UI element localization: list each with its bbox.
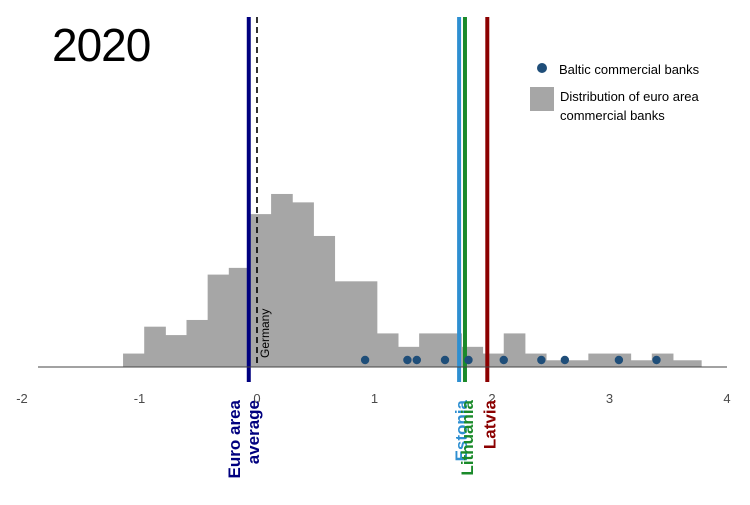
histogram-bar-13: [419, 333, 462, 367]
bank-point-6: [537, 355, 546, 365]
reference-label-2: Estonia: [452, 399, 471, 461]
x-tick-label: 0: [253, 391, 260, 406]
histogram-bars: [123, 193, 702, 367]
bank-point-1: [403, 355, 412, 365]
histogram-bar-0: [123, 353, 145, 367]
histogram-bar-3: [186, 319, 209, 367]
bank-point-0: [360, 355, 370, 365]
bank-point-8: [614, 355, 624, 365]
x-axis: -2 -1 0 1 2 3 4: [16, 366, 731, 406]
legend-item-points: Baltic commercial banks: [530, 60, 745, 79]
histogram-bar-1: [144, 326, 166, 367]
x-tick-label: -2: [16, 391, 28, 406]
legend-dot-icon: [537, 63, 547, 73]
histogram-bar-23: [672, 360, 702, 367]
x-tick-label: 4: [723, 391, 730, 406]
bank-point-5: [499, 355, 508, 365]
x-tick-label: -1: [134, 391, 146, 406]
x-tick-label: 1: [371, 391, 378, 406]
bank-point-3: [440, 355, 450, 365]
histogram-bar-21: [630, 360, 653, 367]
bank-point-9: [652, 355, 661, 365]
x-tick-label: 2: [488, 391, 495, 406]
bank-point-4: [464, 355, 473, 365]
histogram-bar-11: [376, 333, 399, 367]
reference-lines: [246, 17, 490, 382]
legend: Baltic commercial banks Distribution of …: [530, 60, 745, 133]
histogram-bar-9: [313, 235, 336, 367]
reference-label-4: Latvia: [480, 399, 499, 449]
histogram-bar-4: [207, 274, 230, 367]
histogram-bar-8: [292, 202, 314, 367]
legend-label-points: Baltic commercial banks: [559, 62, 700, 77]
histogram-bar-6: [249, 214, 272, 367]
histogram-bar-19: [567, 360, 589, 367]
histogram-bar-5: [228, 267, 251, 367]
bank-point-2: [412, 355, 421, 365]
histogram-bar-20: [588, 353, 632, 367]
panel-year-label: 2020: [52, 19, 151, 71]
histogram-bar-2: [165, 335, 187, 367]
reference-label-0: Euro area: [225, 399, 244, 478]
bank-points: [360, 355, 661, 365]
legend-label-distribution: Distribution of euro area commercial ban…: [560, 89, 699, 123]
histogram-bar-10: [334, 281, 378, 367]
x-tick-label: 3: [606, 391, 613, 406]
reference-label-3: Lithuania: [458, 399, 477, 475]
legend-item-distribution: Distribution of euro area commercial ban…: [530, 87, 745, 125]
bank-point-7: [560, 355, 570, 365]
histogram-bar-16: [503, 333, 526, 367]
legend-box-icon: [530, 87, 554, 111]
reference-label-0: average: [244, 400, 263, 464]
histogram-bar-7: [271, 193, 293, 367]
reference-label-1: Germany: [258, 309, 272, 358]
histogram-bar-18: [546, 360, 568, 367]
